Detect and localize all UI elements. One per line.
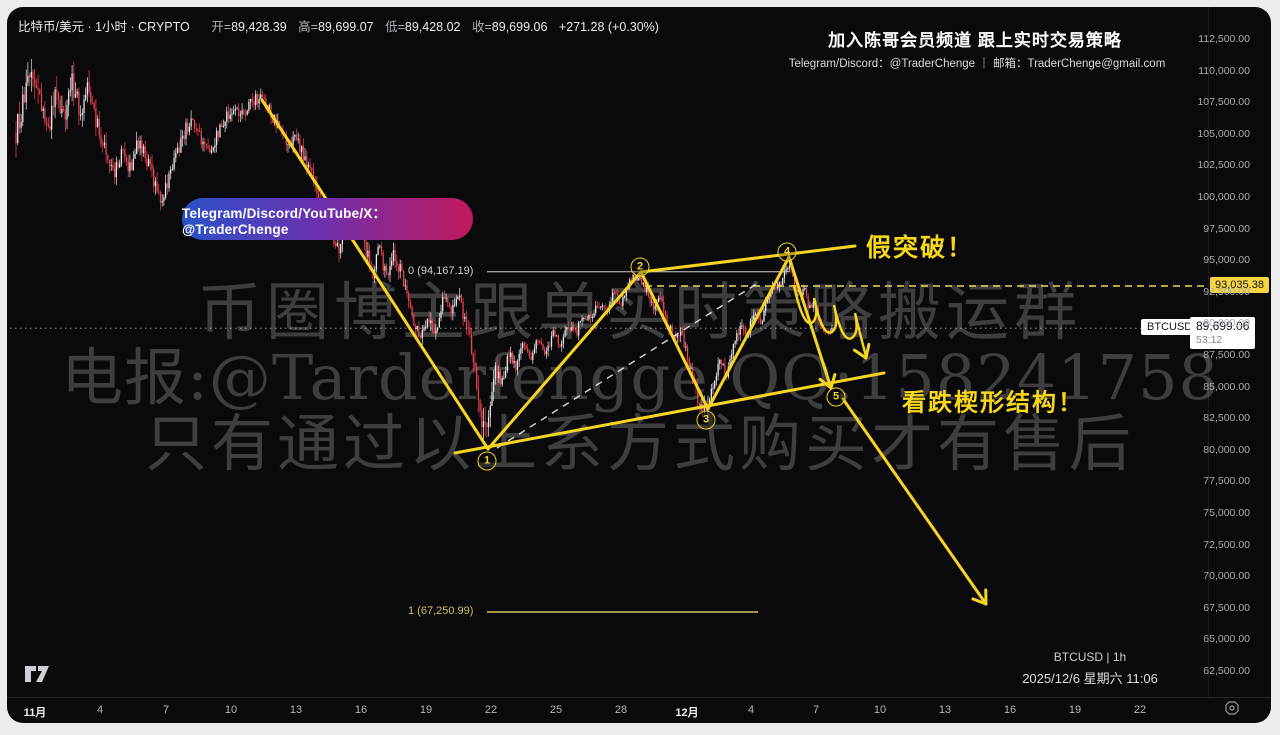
bar-countdown: 53:12 (1196, 334, 1223, 347)
close-value: 89,699.06 (491, 20, 548, 34)
price-axis-label: 70,000.00 (1203, 570, 1250, 583)
price-axis-label: 80,000.00 (1203, 443, 1250, 456)
social-badge-label: Telegram/Discord/YouTube/X：@TraderChenge (182, 205, 387, 237)
price-axis-label: 85,000.00 (1203, 380, 1250, 393)
time-axis-label: 10 (873, 704, 887, 716)
chart-panel (7, 7, 1271, 723)
social-badge: Telegram/Discord/YouTube/X：@TraderChenge (182, 198, 473, 240)
time-axis-label: 22 (1133, 704, 1147, 716)
change-value: +271.28 (+0.30%) (558, 20, 659, 34)
time-axis-label: 19 (419, 704, 433, 716)
promo-contact: Telegram/Discord：@TraderChenge ｜ 邮箱：Trad… (788, 58, 1166, 70)
trend-annotations (260, 98, 988, 606)
pattern-point-4: 4 (777, 242, 797, 262)
time-axis-label: 22 (484, 704, 498, 716)
price-axis-label: 95,000.00 (1203, 254, 1250, 267)
footer-datetime: 2025/12/6 星期六 11:06 (1022, 671, 1158, 686)
price-axis-label: 92,500.00 (1203, 285, 1250, 298)
alert-price-tag[interactable]: 93,035.38 (1210, 277, 1269, 294)
price-axis-label: 105,000.00 (1197, 127, 1250, 140)
price-axis-label: 65,000.00 (1203, 633, 1250, 646)
symbol-title: 比特币/美元 · 1小时 · CRYPTO (18, 20, 190, 34)
time-axis-label: 13 (938, 704, 952, 716)
tradingview-logo[interactable] (24, 665, 54, 683)
low-label: 低= (385, 20, 405, 34)
promo-title: 加入陈哥会员频道 跟上实时交易策略 (828, 31, 1122, 50)
price-axis-label: 112,500.00 (1198, 33, 1250, 45)
high-label: 高= (298, 20, 318, 34)
price-axis-label: 100,000.00 (1197, 191, 1250, 203)
time-axis-label: 11月 (23, 707, 47, 719)
last-price-value: 89,699.06 (1196, 319, 1250, 334)
symbol-info-bar[interactable]: 比特币/美元 · 1小时 · CRYPTO 开=89,428.39 高=89,6… (18, 16, 659, 35)
price-axis-label: 75,000.00 (1203, 507, 1250, 519)
fake-breakout-annotation: 假突破！ (866, 234, 975, 262)
time-axis-label: 10 (224, 704, 238, 716)
candlestick-series (15, 59, 835, 441)
price-axis-label: 87,500.00 (1203, 349, 1250, 361)
fib-level-0-label: 0 (94,167.19) (408, 264, 474, 277)
time-axis-label: 19 (1068, 704, 1082, 716)
pattern-point-2: 2 (630, 257, 650, 277)
last-price-tag: 89,699.06 53:12 (1190, 317, 1256, 350)
time-axis-label: 16 (1003, 704, 1017, 716)
last-price-symbol-tag: BTCUSD (1141, 319, 1199, 336)
time-axis-label: 16 (354, 704, 368, 716)
time-axis-label: 4 (96, 704, 104, 716)
price-axis-label: 90,000.00 (1203, 317, 1250, 330)
footer-symbol-timeframe: BTCUSD | 1h (1053, 650, 1127, 664)
open-label: 开= (211, 20, 232, 34)
pattern-point-5: 5 (826, 387, 846, 407)
time-axis-label: 28 (614, 704, 628, 716)
price-axis[interactable]: 112,500.00 110,000.00 107,500.00 105,000.00… (1196, 7, 1254, 697)
pattern-point-3: 3 (696, 410, 716, 430)
price-axis-label: 110,000.00 (1198, 64, 1250, 77)
time-axis-label: 7 (812, 704, 820, 716)
time-axis-label: 7 (162, 704, 170, 716)
fib-level-1-label: 1 (67,250.99) (408, 604, 474, 617)
bearish-wedge-annotation: 看跌楔形结构！ (902, 389, 1084, 417)
price-axis-separator (1208, 7, 1209, 697)
low-value: 89,428.02 (404, 20, 461, 34)
price-axis-label: 62,500.00 (1203, 665, 1250, 677)
price-axis-label: 77,500.00 (1203, 475, 1250, 488)
high-value: 89,699.07 (317, 20, 374, 34)
price-axis-label: 82,500.00 (1203, 412, 1250, 425)
time-axis-label: 13 (289, 704, 303, 716)
price-axis-label: 107,500.00 (1197, 96, 1250, 109)
open-value: 89,428.39 (231, 20, 287, 34)
price-axis-label: 67,500.00 (1203, 601, 1250, 614)
close-label: 收= (471, 20, 492, 34)
time-axis-label: 12月 (675, 707, 699, 719)
timezone-icon[interactable] (1224, 700, 1240, 716)
price-axis-label: 102,500.00 (1197, 159, 1250, 172)
time-axis-label: 25 (549, 704, 563, 716)
time-axis[interactable]: 11月 4 7 10 13 16 19 22 25 28 12月 4 7 10 13 16 19 22 (7, 697, 1271, 724)
price-axis-label: 72,500.00 (1203, 538, 1250, 551)
pattern-point-1: 1 (477, 451, 497, 471)
price-axis-label: 97,500.00 (1203, 222, 1250, 235)
time-axis-label: 4 (747, 704, 755, 716)
